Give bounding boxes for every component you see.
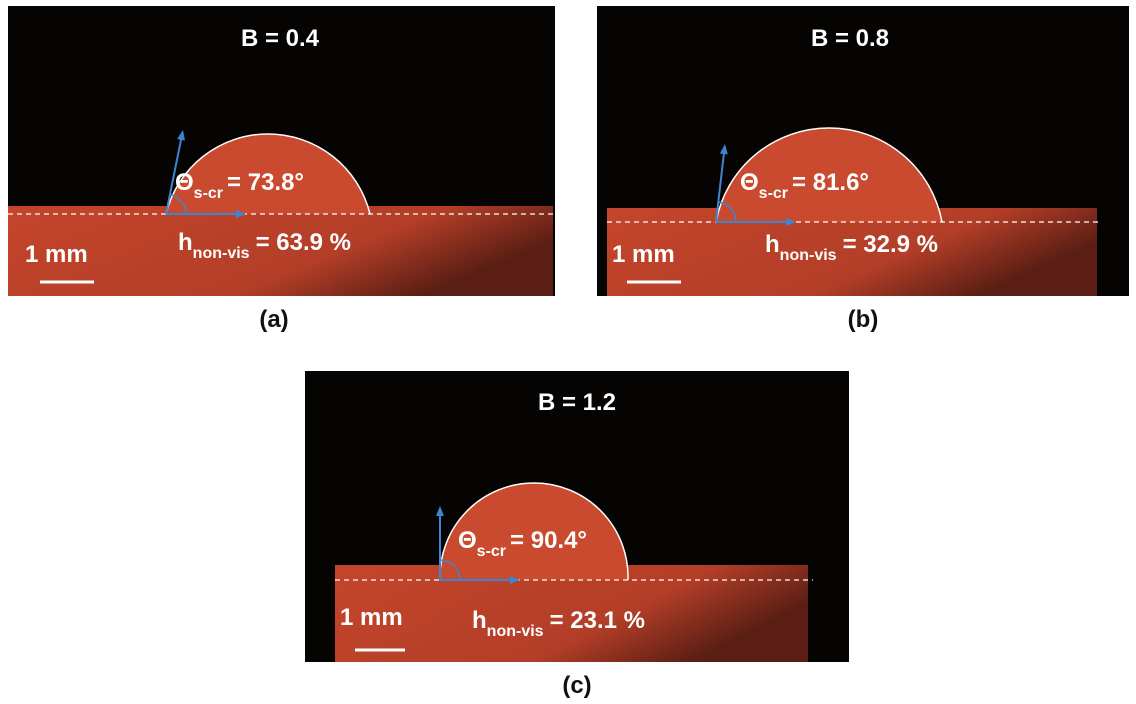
angle-subscript: s-cr (477, 543, 506, 560)
height-subscript: non-vis (487, 623, 544, 640)
photo-panel: B = 1.2 Θs-cr= 90.4° hnon-vis = 23.1 % 1 mm (305, 371, 849, 662)
angle-subscript: s-cr (194, 185, 223, 202)
figure: (a) (b) (c) B = 0.4Θs-cr= 73.8°hnon-vis=… (0, 0, 1136, 704)
caption: (b) (823, 306, 903, 334)
caption: (c) (537, 672, 617, 700)
scale-label: 1 mm (25, 241, 88, 268)
caption: (a) (234, 306, 314, 334)
angle-value: = 81.6° (792, 169, 869, 196)
height-symbol: h (765, 231, 780, 258)
scale-label: 1 mm (612, 241, 675, 268)
angle-subscript: s-cr (759, 185, 788, 202)
angle-value: = 73.8° (227, 169, 304, 196)
height-value: = 23.1 % (550, 607, 645, 634)
height-symbol: h (178, 229, 193, 256)
angle-symbol: Θ (175, 169, 194, 196)
height-value: = 63.9 % (256, 229, 351, 256)
angle-value: = 90.4° (510, 527, 587, 554)
panel-title: B = 0.8 (811, 25, 889, 52)
height-subscript: non-vis (780, 247, 837, 264)
scale-label: 1 mm (340, 604, 403, 631)
angle-symbol: Θ (740, 169, 759, 196)
height-symbol: h (472, 607, 487, 634)
panel-title: B = 1.2 (538, 389, 616, 416)
photo-panel: B = 0.4 Θs-cr= 73.8° hnon-vis = 63.9 % 1 mm (8, 6, 555, 296)
panel-title: B = 0.4 (241, 25, 320, 52)
photo-panel: B = 0.8 Θs-cr= 81.6° hnon-vis = 32.9 % 1 mm (597, 6, 1129, 296)
height-subscript: non-vis (193, 245, 250, 262)
height-value: = 32.9 % (843, 231, 938, 258)
angle-symbol: Θ (458, 527, 477, 554)
